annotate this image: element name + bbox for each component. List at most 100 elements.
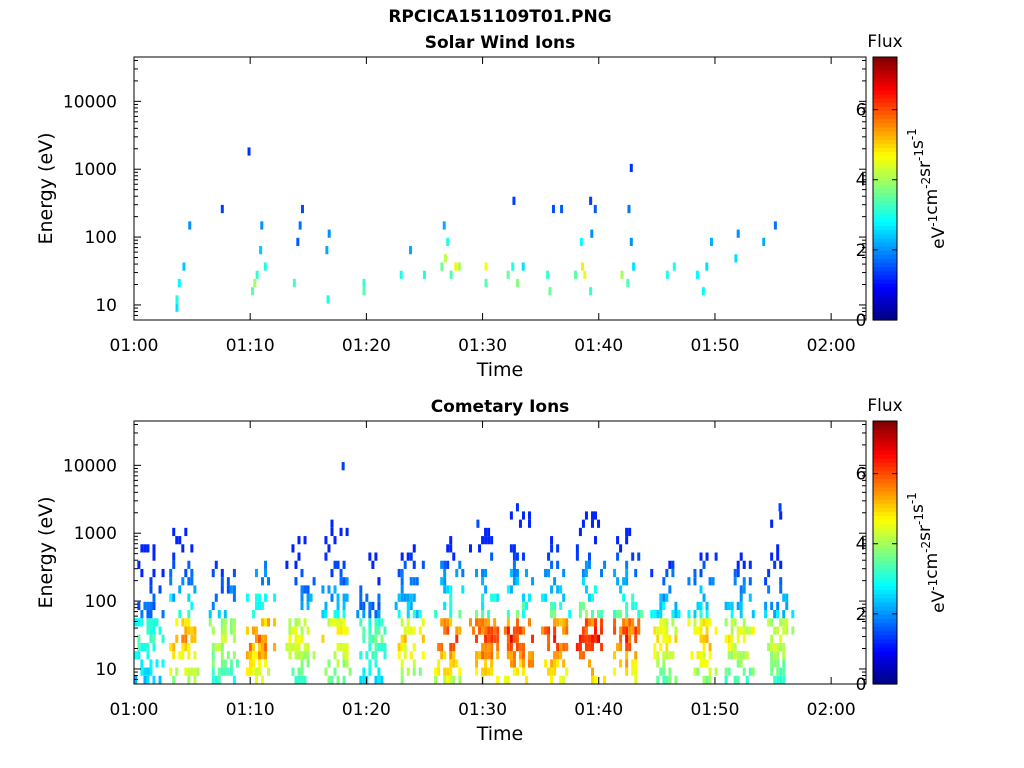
data-cell <box>434 667 438 676</box>
data-cell <box>739 593 743 602</box>
data-cell <box>708 577 712 586</box>
data-cell <box>594 511 598 520</box>
y-tick-label: 10000 <box>63 92 117 112</box>
data-cell <box>374 634 378 643</box>
data-cell <box>776 675 780 684</box>
data-cell <box>705 610 709 619</box>
colorbar-tick-label: 6 <box>856 101 867 121</box>
data-cell <box>452 659 456 668</box>
data-cell <box>590 519 594 528</box>
data-cell <box>371 634 375 643</box>
data-cell <box>345 651 349 660</box>
data-cell <box>699 634 703 643</box>
data-cell <box>748 560 752 569</box>
data-cell <box>487 667 491 676</box>
colorbar-segment <box>873 155 897 161</box>
data-cell <box>583 270 587 279</box>
data-cell <box>693 618 697 627</box>
data-cell <box>779 585 783 594</box>
data-cell <box>175 303 179 312</box>
colorbar: Flux 0 2 4 6 eV-1cm-2sr-1s-1 <box>856 32 949 331</box>
data-cell <box>406 552 410 561</box>
data-cell <box>578 651 582 660</box>
data-cell <box>565 618 569 627</box>
data-cell <box>509 511 513 520</box>
data-cell <box>734 254 738 263</box>
data-cell <box>368 626 372 635</box>
data-cell <box>518 519 522 528</box>
data-cell <box>261 675 265 684</box>
data-cell <box>362 287 366 296</box>
data-cell <box>146 610 150 619</box>
data-cell <box>324 610 328 619</box>
data-cell <box>584 511 588 520</box>
data-cell <box>742 651 746 660</box>
data-cell <box>779 618 783 627</box>
data-cell <box>671 560 675 569</box>
data-cell <box>733 568 737 578</box>
data-cell <box>518 651 522 660</box>
data-cell <box>634 675 638 684</box>
data-cell <box>181 642 185 652</box>
data-cell <box>184 642 188 652</box>
data-cell <box>245 651 249 660</box>
data-cell <box>461 585 465 594</box>
colorbar-segment <box>873 315 897 321</box>
data-cell <box>478 651 482 660</box>
data-cell <box>362 601 366 611</box>
data-cell <box>518 626 522 635</box>
data-cell <box>736 601 740 611</box>
data-cell <box>254 634 258 643</box>
data-cell <box>146 651 150 660</box>
data-cell <box>226 651 230 660</box>
data-cell <box>656 634 660 643</box>
data-cell <box>172 552 176 561</box>
data-cell <box>223 618 227 627</box>
data-cell <box>687 618 691 627</box>
data-cell <box>791 610 795 619</box>
data-cell <box>190 634 194 643</box>
data-cell <box>306 651 310 660</box>
data-cell <box>149 626 153 635</box>
data-cell <box>267 577 271 586</box>
data-cell <box>600 626 604 635</box>
data-cell <box>708 667 712 676</box>
data-cell <box>412 577 416 586</box>
data-cell <box>211 651 215 660</box>
data-cell <box>403 642 407 652</box>
colorbar-tick-label: 4 <box>856 535 867 555</box>
data-cell <box>578 610 582 619</box>
data-cell <box>773 651 777 660</box>
data-cell <box>152 675 156 684</box>
data-cell <box>637 552 641 561</box>
data-cell <box>665 642 669 652</box>
data-cell <box>581 601 585 611</box>
data-cell <box>506 634 510 643</box>
data-cell <box>776 651 780 660</box>
data-cell <box>172 593 176 602</box>
data-cell <box>509 634 513 643</box>
data-cell <box>779 642 783 652</box>
data-cell <box>377 610 381 619</box>
data-cell <box>422 270 426 279</box>
data-cell <box>336 610 340 619</box>
data-cell <box>232 626 236 635</box>
data-cell <box>662 601 666 611</box>
data-cell <box>785 593 789 602</box>
data-cell <box>699 618 703 627</box>
data-cell <box>397 651 401 660</box>
data-cell <box>400 618 404 627</box>
data-cell <box>594 585 598 594</box>
data-cell <box>434 675 438 684</box>
data-cell <box>380 618 384 627</box>
data-cell <box>400 634 404 643</box>
data-cell <box>297 651 301 660</box>
data-cell <box>653 610 657 619</box>
data-cell <box>409 601 413 611</box>
data-cell <box>134 618 138 627</box>
data-cell <box>134 651 138 660</box>
data-cell <box>559 601 563 611</box>
colorbar-segment <box>873 81 897 87</box>
data-cell <box>440 651 444 660</box>
data-cell <box>294 618 298 627</box>
